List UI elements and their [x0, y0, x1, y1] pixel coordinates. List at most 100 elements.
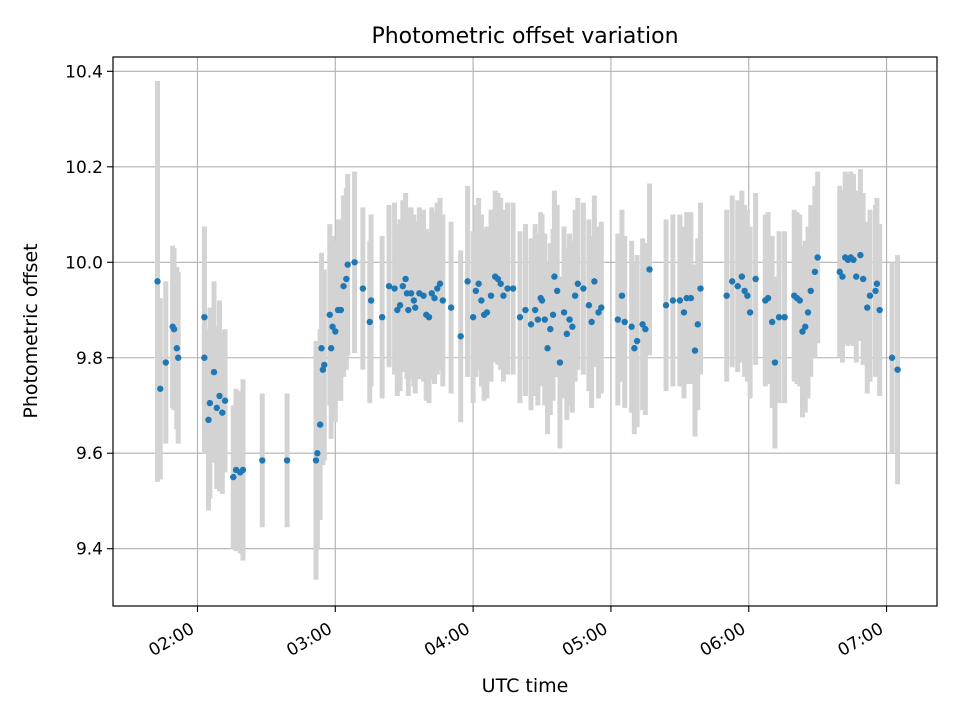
data-point: [741, 287, 748, 295]
data-point: [595, 309, 602, 316]
y-tick-label: 10.0: [65, 253, 103, 273]
data-point: [457, 333, 464, 340]
data-point: [439, 297, 446, 304]
data-point: [628, 323, 635, 330]
data-point: [746, 309, 754, 316]
data-point: [329, 323, 336, 330]
data-point: [551, 273, 558, 280]
data-point: [344, 261, 351, 268]
data-point: [687, 294, 695, 302]
data-point: [768, 318, 776, 326]
data-point: [219, 409, 226, 416]
data-point: [385, 282, 393, 290]
data-point: [598, 304, 605, 311]
data-point: [420, 292, 427, 299]
chart-title: Photometric offset variation: [371, 24, 678, 49]
data-point: [173, 345, 181, 352]
data-point: [407, 290, 415, 297]
data-point: [436, 280, 444, 287]
data-point: [402, 275, 409, 283]
data-point: [431, 294, 438, 302]
data-point: [396, 302, 404, 309]
data-points: [154, 251, 901, 481]
data-point: [367, 297, 375, 304]
data-point: [872, 287, 879, 295]
data-point: [399, 282, 407, 290]
data-point: [771, 359, 779, 366]
y-tick-label: 10.2: [65, 158, 103, 178]
data-point: [876, 306, 883, 314]
data-point: [676, 297, 684, 304]
data-point: [642, 325, 649, 333]
y-axis-label: Photometric offset: [20, 243, 42, 418]
data-point: [366, 318, 373, 326]
data-point: [836, 268, 843, 276]
data-point: [541, 316, 548, 323]
data-point: [866, 292, 874, 299]
data-point: [662, 302, 670, 309]
data-point: [744, 292, 751, 299]
data-point: [799, 328, 806, 335]
data-point: [580, 285, 587, 292]
data-point: [691, 347, 699, 354]
data-point: [500, 292, 507, 299]
data-point: [631, 345, 638, 352]
data-point: [639, 321, 646, 328]
data-point: [781, 313, 788, 321]
data-point: [873, 280, 881, 287]
data-point: [571, 292, 579, 299]
y-tick-label: 10.4: [65, 62, 103, 82]
data-point: [321, 361, 328, 369]
data-point: [494, 275, 502, 283]
data-point: [332, 328, 339, 335]
data-point: [318, 345, 325, 352]
data-point: [497, 280, 504, 287]
data-point: [259, 457, 266, 464]
y-axis-ticks: 9.4 9.6 9.8 10.0 10.2 10.4: [65, 62, 113, 560]
data-point: [734, 282, 741, 290]
data-point: [527, 321, 535, 328]
data-point: [221, 397, 229, 404]
data-point: [531, 306, 539, 314]
data-point: [680, 309, 688, 316]
data-point: [230, 473, 237, 481]
data-point: [327, 345, 335, 352]
data-point: [201, 354, 208, 361]
data-point: [764, 294, 772, 302]
data-point: [729, 278, 736, 285]
data-point: [723, 292, 730, 299]
data-point: [621, 318, 628, 326]
data-point: [894, 366, 901, 373]
data-point: [888, 354, 896, 361]
data-point: [210, 368, 218, 376]
data-point: [752, 275, 759, 283]
data-point: [378, 313, 386, 321]
data-point: [472, 287, 480, 295]
data-point: [326, 311, 333, 318]
data-point: [549, 311, 557, 318]
data-point: [516, 313, 524, 321]
data-point: [464, 278, 471, 285]
data-point: [563, 330, 571, 338]
data-point: [283, 457, 291, 464]
data-point: [337, 306, 345, 314]
data-point: [154, 278, 161, 285]
data-point: [359, 285, 367, 292]
data-point: [811, 268, 819, 276]
data-point: [157, 385, 164, 392]
data-point: [447, 304, 455, 311]
data-point: [859, 275, 867, 283]
data-point: [316, 421, 324, 428]
data-point: [522, 306, 529, 314]
data-point: [618, 292, 626, 299]
data-point: [216, 392, 223, 400]
data-point: [566, 316, 573, 323]
data-point: [391, 285, 398, 292]
data-point: [504, 285, 511, 292]
data-point: [394, 306, 401, 314]
data-point: [509, 285, 517, 292]
data-point: [412, 304, 419, 311]
data-point: [206, 399, 214, 407]
data-point: [669, 297, 677, 304]
